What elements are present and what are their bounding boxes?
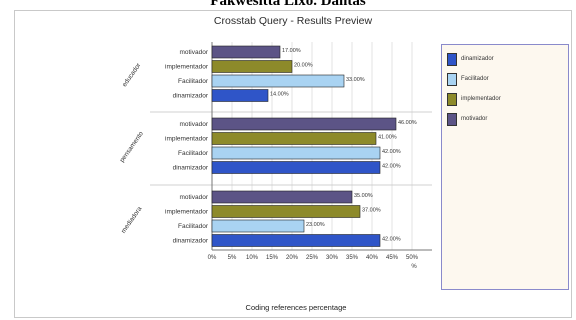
category-label: motivador xyxy=(179,121,208,128)
legend-item: Facilitador xyxy=(447,72,489,86)
bar xyxy=(211,190,353,204)
data-label: 33.00% xyxy=(346,77,365,83)
bar xyxy=(211,89,269,102)
legend-swatch xyxy=(447,72,457,86)
legend-swatch xyxy=(447,112,457,126)
legend-label: Facilitador xyxy=(461,76,489,82)
data-label: 14.00% xyxy=(270,92,289,98)
page-caption: Fakwesitta Lixo. Dantas xyxy=(210,0,366,9)
data-label: 20.00% xyxy=(294,63,313,69)
category-label: dinamizador xyxy=(173,93,209,100)
bar xyxy=(211,205,361,218)
legend-item: dinamizador xyxy=(447,52,494,66)
category-label: motivador xyxy=(179,49,208,56)
x-tick-label: 35% xyxy=(346,255,359,261)
bar xyxy=(211,60,293,73)
category-label: dinamizador xyxy=(173,165,209,172)
category-label: Facilitador xyxy=(178,78,209,85)
category-label: motivador xyxy=(179,194,208,201)
data-label: 42.00% xyxy=(382,149,401,155)
category-label: Facilitador xyxy=(178,150,209,157)
chart-legend: dinamizador Facilitador implementador motiv… xyxy=(441,44,569,290)
group-label: mediadora xyxy=(120,205,144,234)
x-tick-label: 20% xyxy=(286,255,299,261)
x-unit-label: % xyxy=(411,264,417,270)
data-label: 17.00% xyxy=(282,48,301,54)
x-axis-title: Coding references percentage xyxy=(246,303,347,312)
x-tick-label: 40% xyxy=(366,255,379,261)
bar xyxy=(211,161,381,174)
group-label: pensamento xyxy=(119,130,145,164)
bar xyxy=(211,45,281,59)
data-label: 23.00% xyxy=(306,222,325,228)
bar xyxy=(211,117,397,131)
panel-title: Crosstab Query - Results Preview xyxy=(213,15,373,27)
legend-swatch xyxy=(447,52,457,66)
x-tick-label: 0% xyxy=(208,255,217,261)
x-tick-label: 45% xyxy=(386,255,399,261)
data-label: 46.00% xyxy=(398,120,417,126)
legend-label: dinamizador xyxy=(461,56,494,62)
category-label: implementador xyxy=(165,64,209,71)
category-label: Facilitador xyxy=(178,223,209,230)
category-label: implementador xyxy=(165,136,209,143)
legend-label: motivador xyxy=(461,116,488,122)
data-label: 35.00% xyxy=(354,193,373,199)
bar xyxy=(211,74,345,88)
bar xyxy=(211,146,381,160)
group-label: educador xyxy=(121,61,143,88)
legend-label: implementador xyxy=(461,96,501,102)
bar xyxy=(211,132,377,145)
legend-item: implementador xyxy=(447,92,501,106)
data-label: 41.00% xyxy=(378,135,397,141)
legend-swatch xyxy=(447,92,457,106)
x-tick-label: 5% xyxy=(228,255,237,261)
x-tick-label: 50% xyxy=(406,255,419,261)
x-tick-label: 30% xyxy=(326,255,339,261)
category-label: dinamizador xyxy=(173,238,209,245)
x-tick-label: 25% xyxy=(306,255,319,261)
data-label: 42.00% xyxy=(382,237,401,243)
data-label: 37.00% xyxy=(362,208,381,214)
x-tick-label: 15% xyxy=(266,255,279,261)
data-label: 42.00% xyxy=(382,164,401,170)
category-label: implementador xyxy=(165,209,209,216)
x-tick-label: 10% xyxy=(246,255,259,261)
bar xyxy=(211,234,381,247)
bar xyxy=(211,219,305,233)
legend-item: motivador xyxy=(447,112,487,126)
